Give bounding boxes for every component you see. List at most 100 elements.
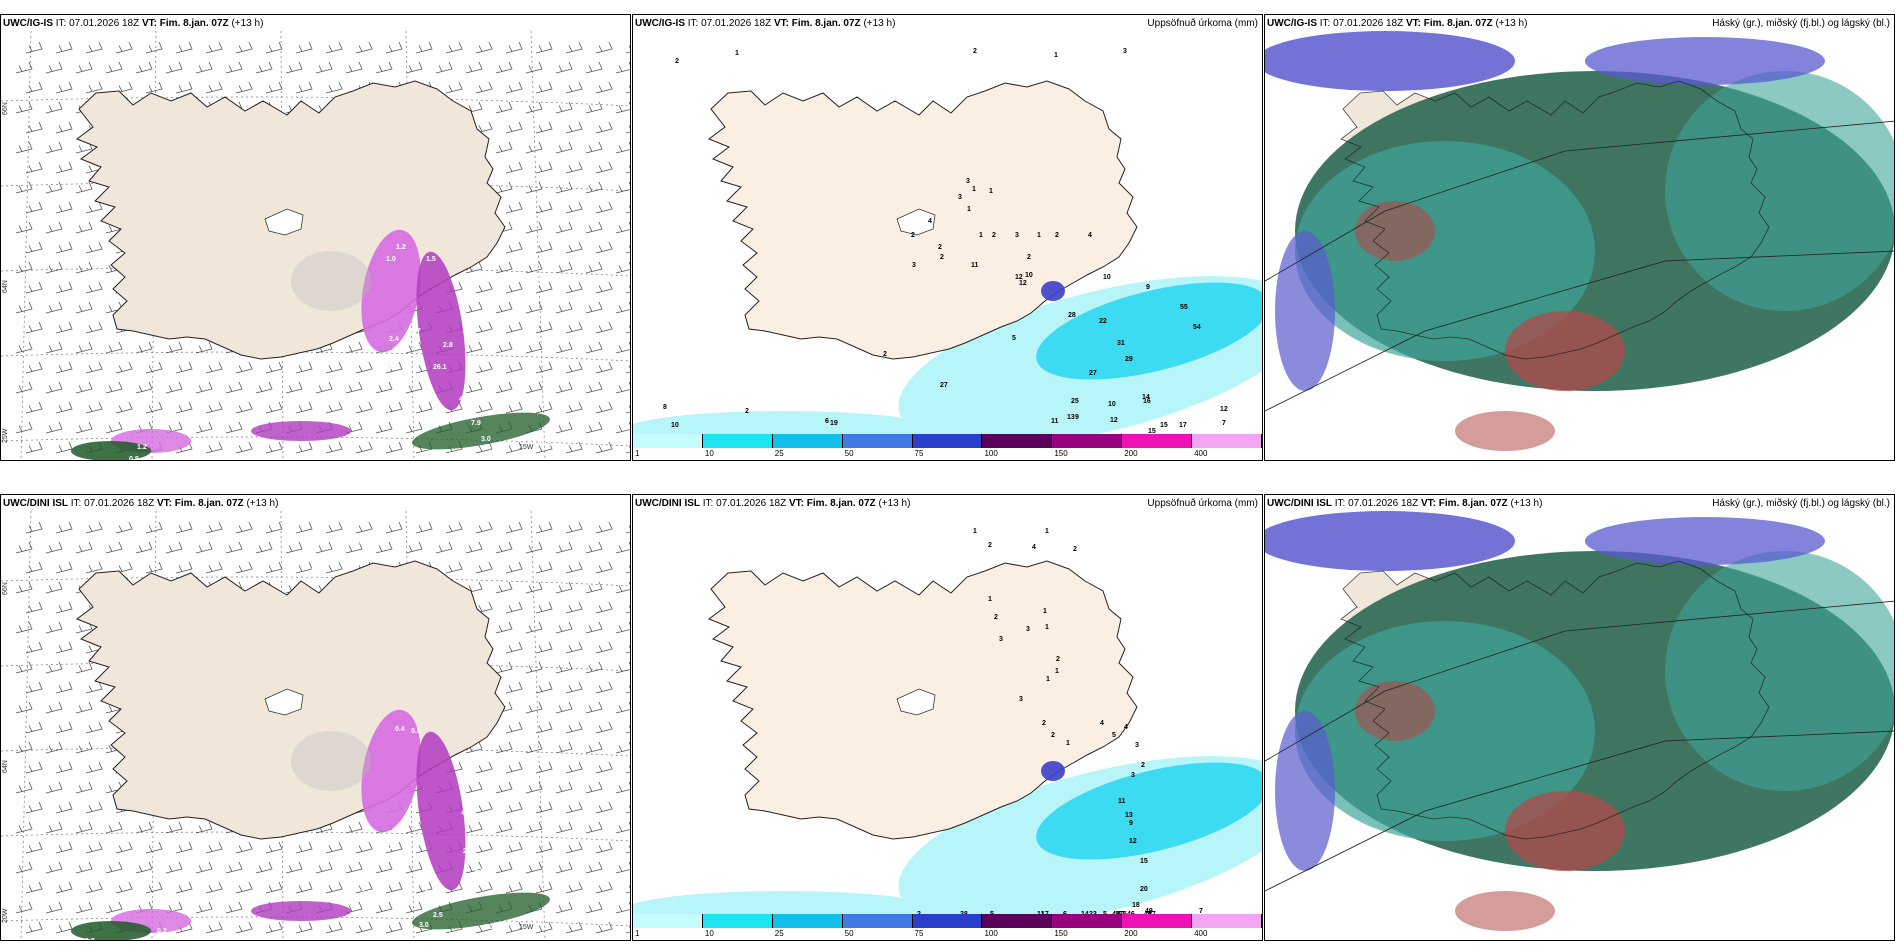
wind-barb [495, 381, 513, 394]
wind-barb [385, 521, 403, 534]
wind-barb [625, 245, 630, 254]
precip-value-label: 2.7 [411, 328, 421, 335]
wind-barb [595, 161, 613, 174]
wind-barb [625, 885, 630, 894]
wind-barb [105, 901, 123, 914]
wind-barb [85, 241, 103, 254]
colorbar-label: 100 [984, 929, 998, 938]
colorbar-label: 25 [774, 449, 784, 458]
wind-barb [535, 121, 553, 134]
wind-barb [375, 901, 393, 914]
wind-barb [615, 221, 630, 234]
snow-area [361, 229, 421, 353]
wind-barb [475, 841, 493, 854]
colorbar-label: 50 [844, 929, 854, 938]
wind-barb [465, 541, 483, 554]
wind-barb [525, 861, 543, 874]
wind-barb [555, 261, 573, 274]
panel-cloud-ig: UWC/IG-IS IT: 07.01.2026 18Z VT: Fim. 8.… [1264, 14, 1895, 461]
cloud-red [1455, 891, 1555, 931]
wind-barb [15, 661, 33, 674]
colorbar-label: 200 [1124, 929, 1138, 938]
wind-barb [225, 861, 243, 874]
wind-barb [45, 581, 63, 594]
wind-barb [525, 821, 543, 834]
precip-value-label: 46 [1144, 911, 1152, 916]
wind-barb [555, 141, 573, 154]
precip-value-label: 1 [988, 596, 992, 603]
map-area: 66N 64N 25W 15W 1.2 1.0 1.5 2.4 2.7 2.8 1.0 26.1 2.7… [1, 31, 630, 461]
precip-value-label: 1.2 [137, 444, 147, 451]
wind-barb [415, 521, 433, 534]
wind-barb [85, 401, 103, 414]
wind-barb [565, 401, 583, 414]
wind-barb [55, 721, 73, 734]
wind-barb [105, 381, 123, 394]
precip-value-label: 9 [1075, 414, 1079, 421]
precip-value-label: 3 [1026, 626, 1030, 633]
precip-value-label: -1.3 [499, 596, 511, 603]
wind-barb [205, 881, 223, 894]
wind-barb [15, 221, 33, 234]
precip-value-label: 9 [1146, 284, 1150, 291]
precip-value-label: 10 [1025, 272, 1033, 279]
graticule-label: 66N [2, 582, 9, 595]
wind-barb [75, 301, 93, 314]
wind-barb [45, 101, 63, 114]
cloud-shading [1265, 511, 1894, 931]
lat-line [1, 576, 630, 587]
wind-barb [625, 325, 630, 334]
wind-barb [595, 321, 613, 334]
wind-barb [195, 861, 213, 874]
wind-barb [25, 281, 43, 294]
wind-barb [45, 821, 63, 834]
wind-barb [535, 681, 553, 694]
wind-barb [555, 101, 573, 114]
wind-barb [55, 161, 73, 174]
wind-barb [235, 401, 253, 414]
wind-barb [285, 61, 303, 74]
valid-time: Fim. 8.jan. 07Z [174, 498, 244, 509]
mid-cloud [1295, 621, 1595, 841]
wind-barb [175, 521, 193, 534]
panel-header: UWC/DINI ISL IT: 07.01.2026 18Z VT: Fim.… [635, 497, 1258, 511]
wind-barb [345, 861, 363, 874]
wind-barb [555, 301, 573, 314]
wind-barb [225, 381, 243, 394]
wind-barb [535, 841, 553, 854]
precip-value-label: 2 [1073, 546, 1077, 553]
wind-barb [175, 881, 193, 894]
wind-barb [75, 261, 93, 274]
wind-barb [585, 261, 603, 274]
wind-barb [85, 201, 103, 214]
mid-cloud [1665, 551, 1894, 791]
wind-barb [475, 41, 493, 54]
lat-line [1265, 250, 1894, 412]
wind-barb [415, 41, 433, 54]
wind-barb [25, 321, 43, 334]
wind-barb [475, 561, 493, 574]
wind-barb [615, 901, 630, 914]
wind-barb [75, 61, 93, 74]
precip-value-label: 3.6 [361, 890, 371, 897]
wind-barb [25, 41, 43, 54]
wind-barb [235, 41, 253, 54]
precip-value-label: 17 [1041, 911, 1049, 916]
it-label: IT: [1334, 498, 1346, 509]
wind-barb [535, 561, 553, 574]
precip-value-label: 27 [1089, 370, 1097, 377]
precip-value-label: 3 [958, 194, 962, 201]
wind-barb [355, 401, 373, 414]
cloud-red [1505, 791, 1625, 871]
cloud-red [1505, 311, 1625, 391]
precip-value-label: 2.4 [389, 336, 399, 343]
precip-value-label: 6 [1063, 911, 1067, 916]
wind-barb [285, 541, 303, 554]
wind-barb [85, 521, 103, 534]
wind-barb [585, 381, 603, 394]
map-svg: 66N 64N 20W 15W -1.4 -3.4 1.4 -1.2 3.4 1.1 -1.3 -1.… [1, 511, 630, 940]
wind-barb [85, 761, 103, 774]
precip-value-label: 1.0 [97, 460, 107, 461]
precip-value-label: 1 [1046, 676, 1050, 683]
